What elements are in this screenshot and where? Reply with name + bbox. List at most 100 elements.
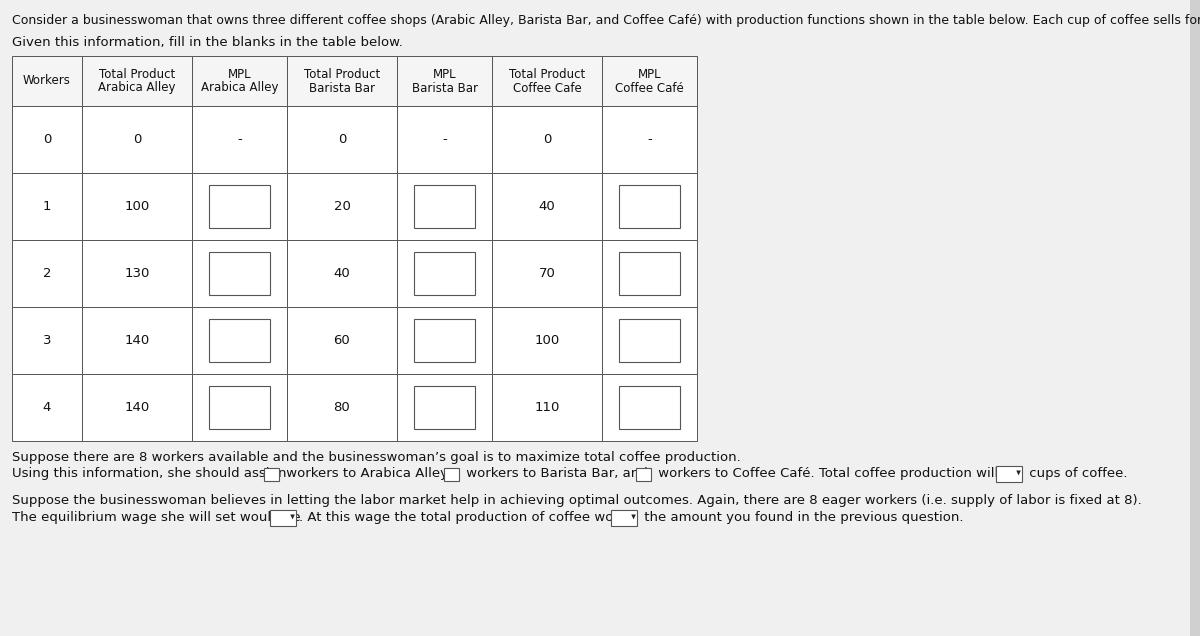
Bar (209, 252, 270, 295)
Bar (996, 466, 1022, 482)
Bar (192, 240, 287, 307)
Bar (287, 106, 397, 173)
Bar (12, 173, 82, 240)
Bar (287, 173, 397, 240)
Bar (414, 319, 475, 362)
Bar (414, 252, 475, 295)
Text: 40: 40 (334, 267, 350, 280)
Bar (82, 374, 192, 441)
Bar (82, 106, 192, 173)
Text: Coffee Café: Coffee Café (616, 81, 684, 95)
Bar (287, 240, 397, 307)
Text: 2: 2 (43, 267, 52, 280)
Text: -: - (442, 133, 446, 146)
Text: . At this wage the total production of coffee would: . At this wage the total production of c… (299, 511, 638, 525)
Text: Arabica Alley: Arabica Alley (98, 81, 175, 95)
Text: 40: 40 (539, 200, 556, 213)
Text: MPL: MPL (637, 67, 661, 81)
Bar (397, 307, 492, 374)
Bar (209, 185, 270, 228)
Text: 140: 140 (125, 401, 150, 414)
Bar (192, 374, 287, 441)
Polygon shape (1016, 471, 1021, 475)
Text: 60: 60 (334, 334, 350, 347)
Text: Total Product: Total Product (509, 67, 586, 81)
Text: 80: 80 (334, 401, 350, 414)
Text: 100: 100 (534, 334, 559, 347)
Text: MPL: MPL (228, 67, 251, 81)
Bar (619, 319, 680, 362)
Text: 130: 130 (125, 267, 150, 280)
Bar (397, 173, 492, 240)
Bar (397, 106, 492, 173)
Text: 3: 3 (43, 334, 52, 347)
Bar (492, 240, 602, 307)
Text: Suppose there are 8 workers available and the businesswoman’s goal is to maximiz: Suppose there are 8 workers available an… (12, 451, 740, 464)
Bar (414, 386, 475, 429)
Bar (397, 240, 492, 307)
Bar (12, 240, 82, 307)
Bar (602, 106, 697, 173)
Text: 100: 100 (125, 200, 150, 213)
Bar (82, 240, 192, 307)
Bar (12, 307, 82, 374)
Text: -: - (647, 133, 652, 146)
Text: workers to Arabica Alley,: workers to Arabica Alley, (282, 467, 456, 481)
Bar (444, 467, 458, 481)
Bar (492, 106, 602, 173)
Bar (209, 319, 270, 362)
Text: Barista Bar: Barista Bar (310, 81, 374, 95)
Text: the amount you found in the previous question.: the amount you found in the previous que… (640, 511, 964, 525)
Text: Barista Bar: Barista Bar (412, 81, 478, 95)
Bar (12, 374, 82, 441)
Bar (492, 374, 602, 441)
Bar (82, 56, 192, 106)
Text: 0: 0 (338, 133, 346, 146)
Text: 110: 110 (534, 401, 559, 414)
Text: Arabica Alley: Arabica Alley (200, 81, 278, 95)
Bar (414, 185, 475, 228)
Text: Coffee Cafe: Coffee Cafe (512, 81, 581, 95)
Polygon shape (290, 515, 295, 520)
Bar (602, 56, 697, 106)
Text: 4: 4 (43, 401, 52, 414)
Bar (636, 467, 650, 481)
Bar (492, 307, 602, 374)
Bar (264, 467, 278, 481)
Text: Given this information, fill in the blanks in the table below.: Given this information, fill in the blan… (12, 36, 403, 49)
Bar (192, 173, 287, 240)
Text: MPL: MPL (433, 67, 456, 81)
Bar (602, 240, 697, 307)
Bar (619, 386, 680, 429)
Text: 0: 0 (133, 133, 142, 146)
Bar (611, 510, 637, 526)
Bar (602, 173, 697, 240)
Text: 0: 0 (43, 133, 52, 146)
Bar (192, 106, 287, 173)
Bar (492, 173, 602, 240)
Text: Using this information, she should assign: Using this information, she should assig… (12, 467, 290, 481)
Text: 140: 140 (125, 334, 150, 347)
Bar (602, 307, 697, 374)
Bar (192, 307, 287, 374)
Bar (209, 386, 270, 429)
Text: Consider a businesswoman that owns three different coffee shops (Arabic Alley, B: Consider a businesswoman that owns three… (12, 14, 1200, 27)
Text: 0: 0 (542, 133, 551, 146)
Bar (270, 510, 296, 526)
Bar (397, 374, 492, 441)
Text: 1: 1 (43, 200, 52, 213)
Text: The equilibrium wage she will set would be: The equilibrium wage she will set would … (12, 511, 305, 525)
Bar (287, 374, 397, 441)
Bar (192, 56, 287, 106)
Text: 70: 70 (539, 267, 556, 280)
Bar (397, 56, 492, 106)
Text: workers to Coffee Café. Total coffee production will be: workers to Coffee Café. Total coffee pro… (654, 467, 1024, 481)
Text: Total Product: Total Product (304, 67, 380, 81)
Bar (492, 56, 602, 106)
Bar (619, 252, 680, 295)
Bar (82, 173, 192, 240)
Bar (619, 185, 680, 228)
Bar (287, 307, 397, 374)
Text: -: - (238, 133, 242, 146)
Bar (12, 56, 82, 106)
